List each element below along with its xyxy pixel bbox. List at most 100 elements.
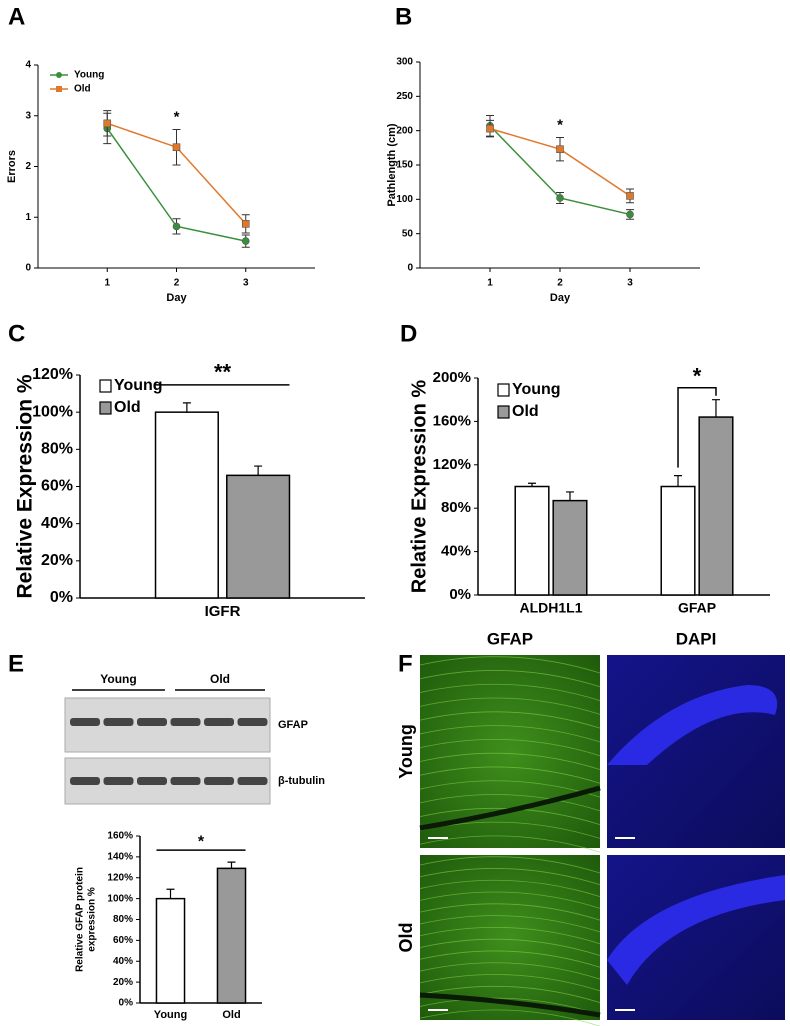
marker: [556, 194, 564, 202]
micrograph-fiber: [419, 962, 601, 980]
y-tick-label: 120%: [107, 872, 133, 883]
error-bar: [528, 482, 537, 487]
legend-marker: [56, 72, 62, 78]
error-bar: [254, 465, 263, 476]
y-tick-label: 160%: [433, 412, 471, 429]
blot-band: [170, 777, 201, 785]
micrograph-layer: [607, 685, 778, 765]
micrograph-fiber: [419, 794, 601, 812]
y-tick-label: 120%: [32, 366, 73, 383]
y-tick-label: 100%: [107, 893, 133, 904]
panel-letter: D: [400, 320, 417, 347]
image-row-label: Old: [396, 923, 416, 953]
image-column-label: DAPI: [676, 629, 717, 648]
legend-label: Old: [74, 84, 91, 95]
micrograph-fiber: [419, 766, 601, 784]
blot-band-label: GFAP: [278, 719, 308, 731]
marker: [172, 143, 181, 152]
legend-label: Old: [114, 399, 141, 416]
marker: [241, 237, 250, 245]
micrograph-fiber: [419, 926, 601, 945]
y-tick-label: 1: [25, 212, 31, 223]
y-tick-label: 0: [25, 263, 31, 274]
micrograph-fiber: [419, 725, 601, 743]
legend-label: Young: [512, 381, 561, 398]
y-axis-label: Pathlength (cm): [386, 123, 398, 206]
y-tick-label: 60%: [113, 935, 133, 946]
bar: [155, 897, 186, 1004]
x-tick-label: 2: [557, 278, 563, 289]
annotation: *: [693, 364, 702, 389]
blot-band: [70, 718, 100, 726]
y-tick-label: 20%: [41, 552, 73, 569]
micrograph-fiber: [419, 856, 601, 874]
error-bar: [227, 861, 236, 869]
y-tick-label: 0%: [119, 998, 134, 1009]
marker: [626, 210, 634, 219]
y-axis-label: Relative Expression %: [408, 380, 430, 594]
legend-swatch: [497, 405, 510, 419]
micrograph-fiber: [419, 903, 601, 921]
micrograph-fiber: [419, 985, 601, 1004]
legend-marker: [56, 86, 62, 92]
micrograph-fiber: [419, 950, 601, 968]
y-tick-label: 2: [25, 161, 31, 172]
y-tick-label: 160%: [107, 831, 133, 842]
y-axis-label: Errors: [6, 150, 18, 183]
y-axis-label: expression %: [87, 887, 98, 952]
y-tick-label: 140%: [107, 852, 133, 863]
micrograph-fiber: [419, 711, 601, 729]
micrograph-fiber: [419, 938, 601, 956]
legend-swatch: [497, 383, 510, 397]
panel-letter: E: [8, 650, 24, 677]
x-tick-label: 1: [487, 278, 493, 289]
error-bar: [166, 888, 175, 899]
x-axis-label: Day: [166, 292, 187, 304]
micrograph-fiber: [419, 879, 601, 897]
panel-letter: F: [398, 650, 413, 677]
marker: [486, 124, 494, 133]
micrograph-layer: [607, 875, 785, 985]
bar: [226, 474, 291, 599]
legend-label: Young: [74, 70, 104, 81]
micrograph-fiber: [419, 780, 601, 798]
y-tick-label: 200: [396, 125, 413, 136]
x-tick-label: ALDH1L1: [519, 600, 582, 616]
micrograph-fiber: [419, 697, 601, 715]
legend-swatch: [99, 379, 112, 393]
bar: [154, 411, 219, 599]
bar: [660, 485, 696, 596]
blot-band: [170, 718, 201, 726]
micrograph-fissure: [419, 992, 601, 1018]
micrograph-fissure: [419, 785, 601, 831]
error-bar: [182, 402, 191, 413]
blot-group-label: Young: [100, 672, 136, 686]
blot-band: [103, 718, 134, 726]
error-bar: [565, 491, 574, 501]
micrograph-fiber: [419, 997, 601, 1015]
bar: [552, 499, 588, 596]
y-tick-label: 80%: [441, 499, 471, 516]
micrograph-fiber: [419, 915, 601, 933]
y-tick-label: 100%: [32, 403, 73, 420]
x-tick-label: 3: [243, 278, 249, 289]
y-axis-label: Relative GFAP protein: [75, 867, 86, 972]
x-tick-label: IGFR: [205, 603, 241, 620]
blot-band: [103, 777, 134, 785]
y-tick-label: 0%: [449, 586, 471, 603]
y-tick-label: 120%: [433, 456, 471, 473]
y-tick-label: 0%: [50, 589, 73, 606]
y-tick-label: 3: [25, 110, 31, 121]
blot-band: [237, 777, 268, 785]
micrograph-fiber: [419, 974, 601, 992]
micrograph-fiber: [419, 1009, 601, 1026]
micrograph-fiber: [419, 835, 601, 853]
annotation: *: [557, 117, 563, 134]
micrograph: [420, 655, 600, 848]
blot-band: [204, 777, 234, 785]
y-tick-label: 80%: [41, 441, 73, 458]
y-tick-label: 40%: [113, 956, 133, 967]
y-tick-label: 300: [396, 57, 413, 68]
y-tick-label: 60%: [41, 478, 73, 495]
